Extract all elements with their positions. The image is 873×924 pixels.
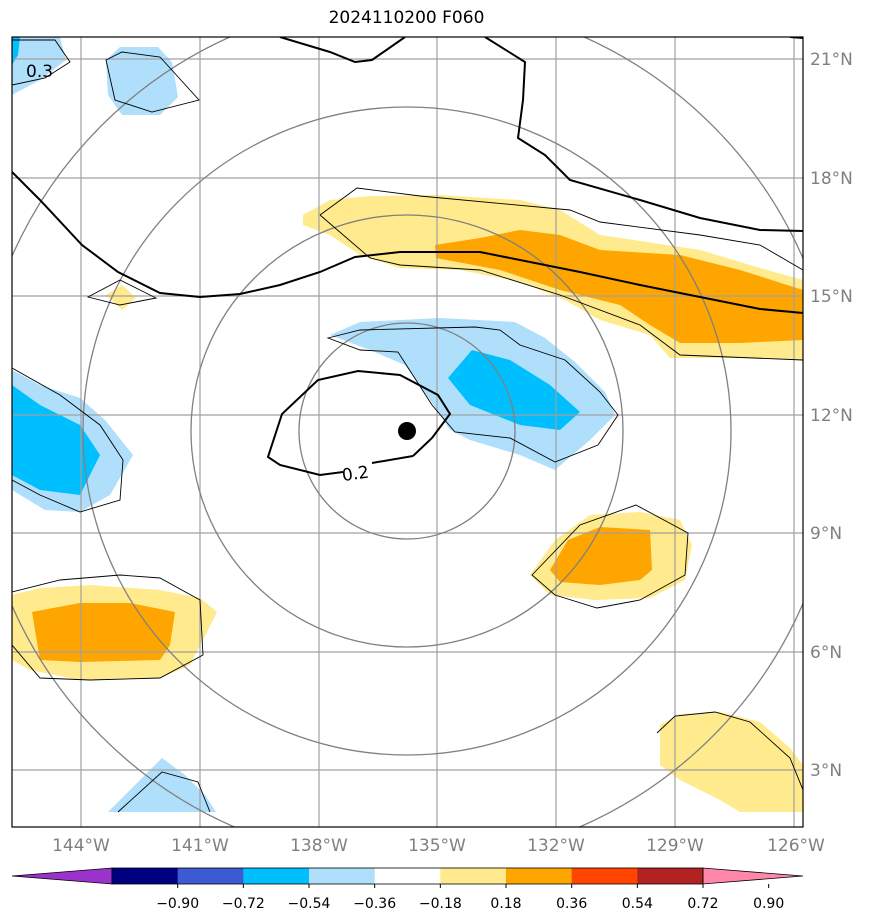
positive-anomaly-area xyxy=(106,285,136,310)
colorbar-swatch xyxy=(177,868,244,884)
positive-anomaly-area xyxy=(32,603,175,662)
negative-anomaly-area xyxy=(12,37,20,65)
latitude-label: 18°N xyxy=(810,169,853,189)
storm-center-marker xyxy=(398,422,416,440)
colorbar-swatch xyxy=(243,868,310,884)
range-rings xyxy=(12,37,803,827)
longitude-label: 132°W xyxy=(527,836,585,856)
longitude-label: 129°W xyxy=(646,836,704,856)
latitude-labels: 21°N 18°N 15°N 12°N 9°N 6°N 3°N xyxy=(810,50,853,781)
colorbar-swatch xyxy=(309,868,376,884)
latitude-label: 15°N xyxy=(810,287,853,307)
latitude-label: 3°N xyxy=(810,761,842,781)
longitude-label: 138°W xyxy=(290,836,348,856)
latitude-label: 21°N xyxy=(810,50,853,70)
colorbar-tick-label: −0.72 xyxy=(222,896,265,912)
colorbar-extension-min xyxy=(11,867,113,885)
thick-contours xyxy=(12,37,803,477)
longitude-label: 141°W xyxy=(171,836,229,856)
range-ring xyxy=(190,214,624,648)
colorbar-swatch xyxy=(440,868,507,884)
contour-label: 0.2 xyxy=(341,463,371,487)
negative-anomaly-area xyxy=(108,758,216,812)
colorbar-tick-label: 0.54 xyxy=(622,896,653,912)
thin-contours xyxy=(12,39,803,813)
longitude-label: 135°W xyxy=(408,836,466,856)
positive-anomaly-area xyxy=(550,527,652,585)
colorbar-tick-label: −0.90 xyxy=(156,896,199,912)
negative-anomaly-area xyxy=(12,37,66,95)
colorbar: −0.90 −0.72 −0.54 −0.36 −0.18 0.18 0.36 0.54 0.7… xyxy=(11,867,804,912)
colorbar-tick-label: 0.72 xyxy=(687,896,718,912)
colorbar-frame xyxy=(111,867,704,885)
colorbar-swatches xyxy=(11,867,804,885)
colorbar-tick-label: −0.18 xyxy=(419,896,462,912)
longitude-label: 126°W xyxy=(767,836,825,856)
positive-anomaly-area xyxy=(435,230,803,343)
latitude-label: 12°N xyxy=(810,406,853,426)
colorbar-swatch xyxy=(112,868,179,884)
latitude-label: 9°N xyxy=(810,524,842,544)
map-plot-area xyxy=(12,37,803,827)
range-ring xyxy=(298,322,516,540)
negative-anomaly-area xyxy=(12,385,100,495)
positive-anomaly-area xyxy=(660,712,803,812)
colorbar-extension-max xyxy=(702,867,804,885)
colorbar-swatch xyxy=(637,868,704,884)
negative-anomaly-area xyxy=(106,47,178,115)
gridlines xyxy=(12,37,803,827)
map-title: 2024110200 F060 xyxy=(328,8,485,28)
colorbar-tick-labels: −0.90 −0.72 −0.54 −0.36 −0.18 0.18 0.36 0.54 0.7… xyxy=(156,896,784,912)
map-frame xyxy=(11,36,804,828)
colorbar-tick-label: −0.36 xyxy=(353,896,396,912)
colorbar-swatch xyxy=(506,868,573,884)
colorbar-tick-label: −0.54 xyxy=(288,896,331,912)
longitude-label: 144°W xyxy=(52,836,110,856)
colorbar-ticks xyxy=(177,884,770,888)
negative-anomaly-area xyxy=(448,350,580,430)
latitude-label: 6°N xyxy=(810,643,842,663)
colorbar-tick-label: 0.18 xyxy=(490,896,521,912)
colorbar-swatch xyxy=(374,868,441,884)
colorbar-swatch xyxy=(571,868,638,884)
colorbar-tick-label: 0.90 xyxy=(753,896,784,912)
contour-label: 0.3 xyxy=(26,62,53,82)
colorbar-tick-label: 0.36 xyxy=(556,896,587,912)
longitude-labels: 144°W 141°W 138°W 135°W 132°W 129°W 126°… xyxy=(52,836,825,856)
range-ring xyxy=(82,106,732,756)
